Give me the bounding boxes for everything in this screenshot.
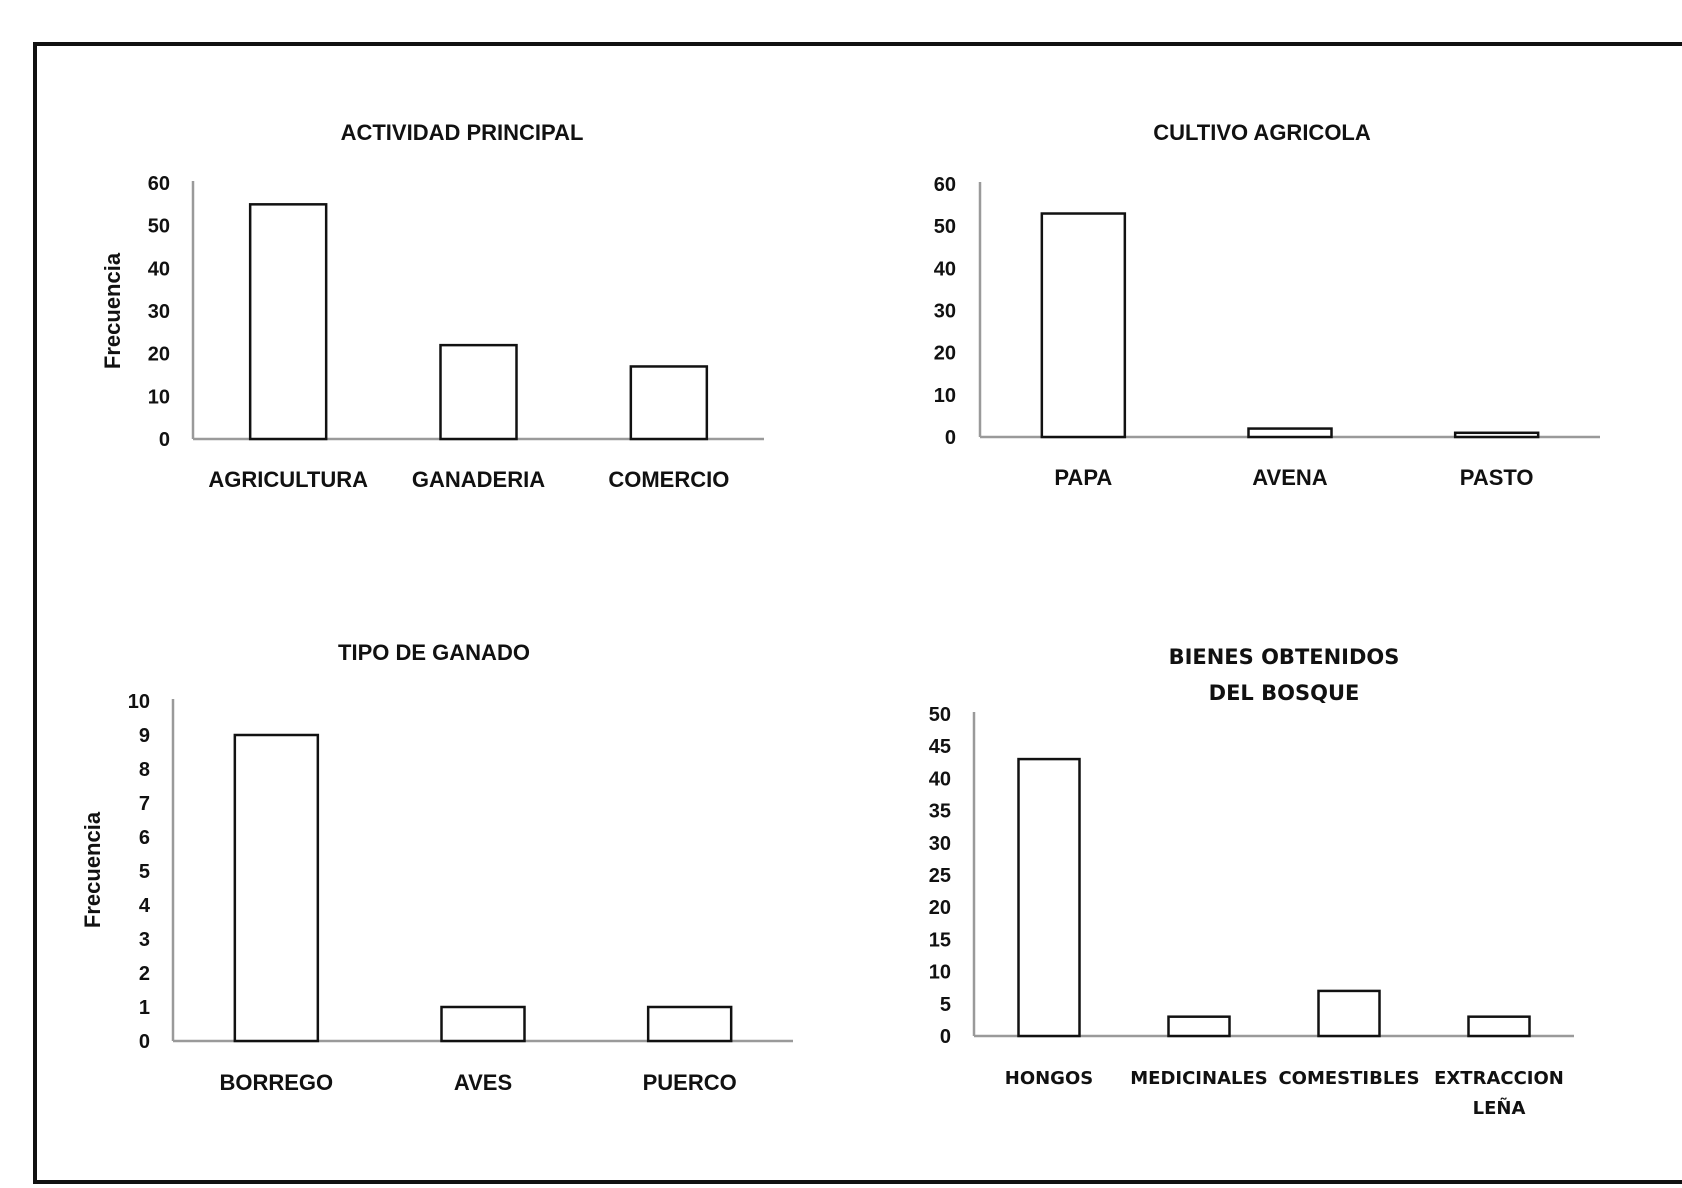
y-tick-label: 60: [934, 174, 956, 196]
category-label: PUERCO: [643, 1070, 737, 1095]
y-tick-label: 10: [929, 962, 951, 984]
chart-title: TIPO DE GANADO: [338, 640, 530, 665]
y-tick-label: 10: [148, 386, 170, 408]
category-label: BORREGO: [219, 1070, 333, 1095]
y-tick-label: 50: [929, 704, 951, 726]
y-tick-label: 20: [148, 344, 170, 366]
y-tick-label: 10: [934, 385, 956, 407]
y-tick-label: 5: [940, 994, 951, 1016]
bar: [1467, 1015, 1531, 1038]
category-label: HONGOS: [1005, 1068, 1093, 1089]
chart-title: BIENES OBTENIDOS: [1169, 645, 1400, 669]
y-tick-label: 20: [929, 897, 951, 919]
y-tick-label: 0: [159, 429, 170, 451]
category-label: AGRICULTURA: [208, 467, 368, 492]
chart-title: ACTIVIDAD PRINCIPAL: [341, 120, 584, 145]
y-tick-label: 0: [139, 1031, 150, 1053]
y-tick-label: 7: [139, 793, 150, 815]
category-label: COMESTIBLES: [1278, 1068, 1419, 1089]
y-tick-label: 45: [929, 736, 951, 758]
category-label: AVES: [454, 1070, 512, 1095]
bar: [248, 203, 328, 441]
y-tick-label: 60: [148, 173, 170, 195]
bar: [1167, 1015, 1231, 1038]
y-tick-label: 3: [139, 929, 150, 951]
y-tick-label: 50: [934, 216, 956, 238]
y-tick-label: 2: [139, 963, 150, 985]
category-label: AVENA: [1252, 465, 1327, 490]
category-label: LEÑA: [1473, 1096, 1526, 1119]
y-tick-label: 10: [128, 691, 150, 713]
category-label: EXTRACCION: [1434, 1068, 1564, 1089]
y-tick-label: 30: [148, 301, 170, 323]
category-label: MEDICINALES: [1130, 1068, 1267, 1089]
category-label: PASTO: [1460, 465, 1534, 490]
bar: [1040, 212, 1127, 439]
chart-title: DEL BOSQUE: [1209, 681, 1360, 705]
y-tick-label: 4: [139, 895, 151, 917]
y-tick-label: 9: [139, 725, 150, 747]
y-axis-label: Frecuencia: [100, 252, 125, 369]
y-tick-label: 25: [929, 865, 951, 887]
y-tick-label: 5: [139, 861, 150, 883]
y-tick-label: 6: [139, 827, 150, 849]
bar: [1317, 989, 1381, 1038]
y-axis-label: Frecuencia: [80, 811, 105, 928]
bar: [1453, 431, 1540, 439]
y-tick-label: 0: [940, 1026, 951, 1048]
y-tick-label: 30: [929, 833, 951, 855]
bar: [1247, 427, 1333, 439]
bar: [233, 733, 320, 1043]
y-tick-label: 40: [148, 258, 170, 280]
y-tick-label: 15: [929, 929, 951, 951]
y-tick-label: 40: [934, 258, 956, 280]
y-tick-label: 40: [929, 768, 951, 790]
bar: [439, 343, 518, 441]
y-tick-label: 1: [139, 997, 150, 1019]
y-tick-label: 20: [934, 343, 956, 365]
category-label: COMERCIO: [608, 467, 729, 492]
bar: [1017, 757, 1081, 1038]
y-tick-label: 50: [148, 216, 170, 238]
y-tick-label: 8: [139, 759, 150, 781]
category-label: PAPA: [1054, 465, 1112, 490]
chart-title: CULTIVO AGRICOLA: [1153, 120, 1371, 145]
bar: [646, 1005, 733, 1043]
y-tick-label: 35: [929, 801, 951, 823]
y-tick-label: 30: [934, 301, 956, 323]
y-tick-label: 0: [945, 427, 956, 449]
category-label: GANADERIA: [412, 467, 545, 492]
bar: [440, 1005, 526, 1043]
bar: [629, 365, 709, 441]
